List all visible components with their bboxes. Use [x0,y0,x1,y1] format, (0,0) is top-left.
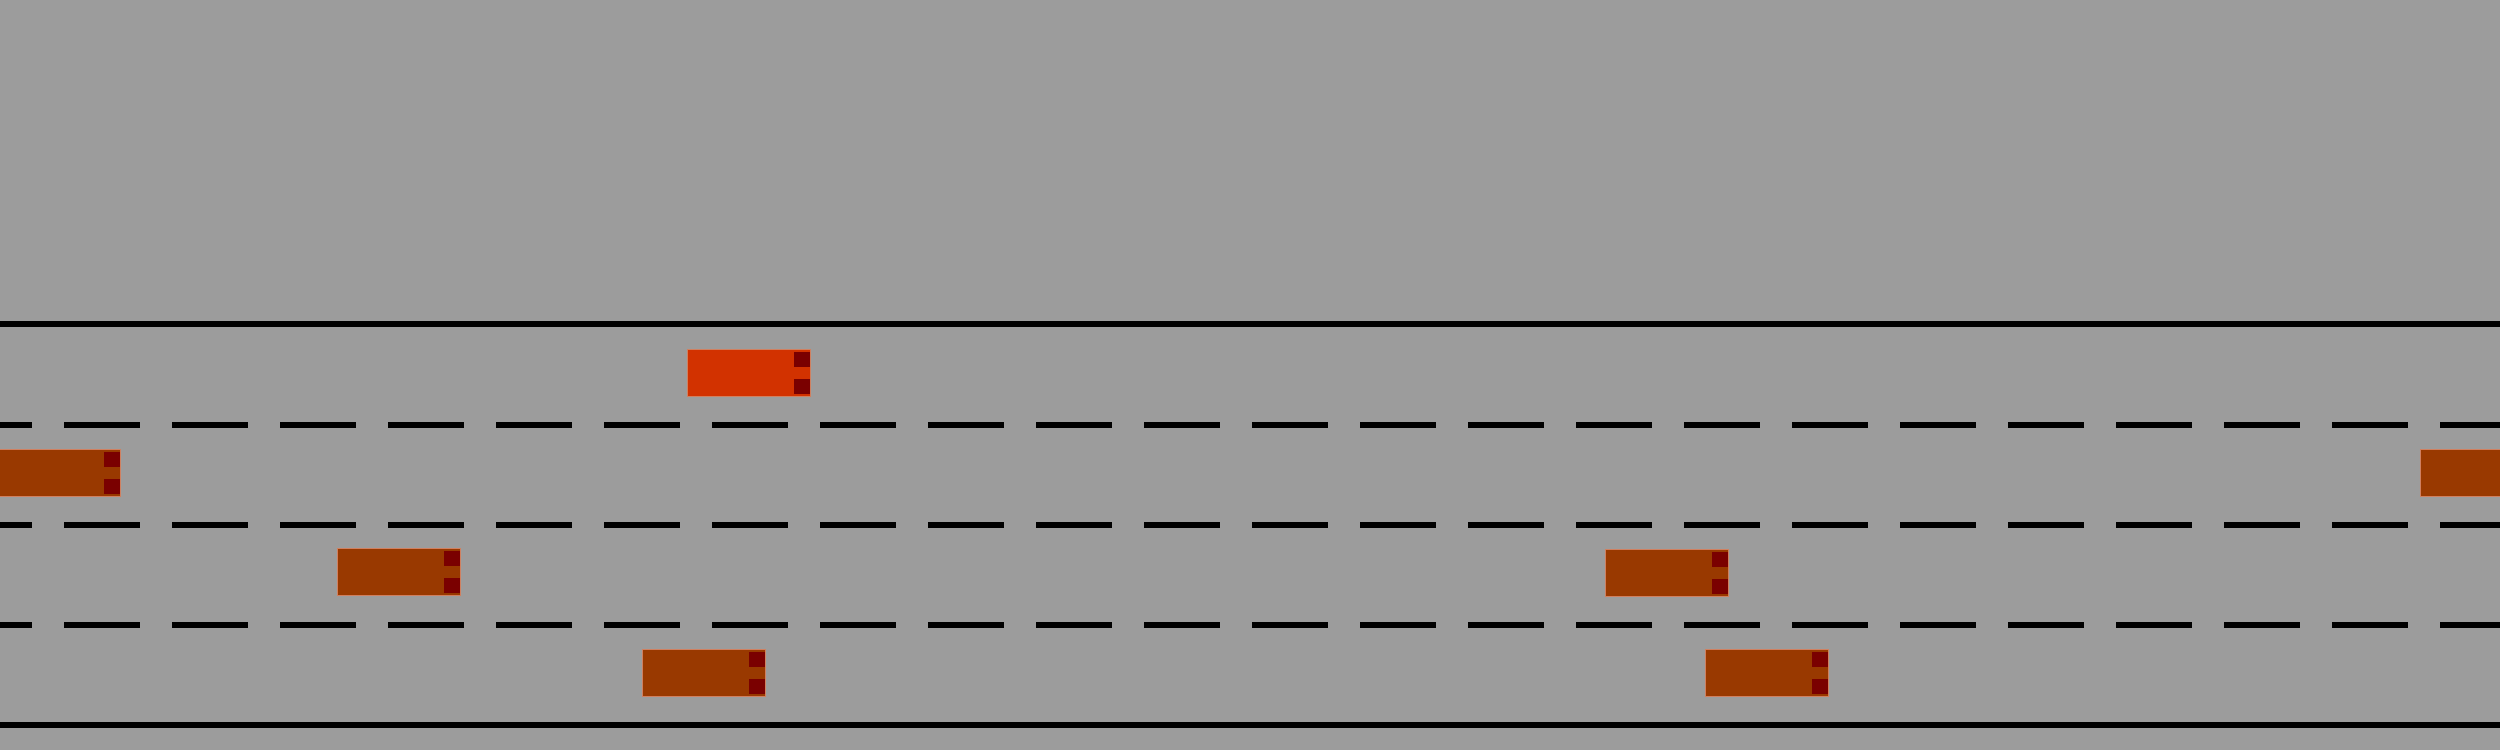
lane-divider [0,522,2500,528]
tail-light-icon [444,551,460,566]
road-edge-bottom [0,722,2500,728]
tail-light-icon [104,452,120,467]
tail-light-icon [794,379,810,394]
traffic-car [0,449,121,497]
tail-light-icon [794,352,810,367]
traffic-car [2420,449,2500,497]
lane-divider [0,622,2500,628]
player-car [687,349,811,397]
tail-light-icon [1712,579,1728,594]
lane-divider [0,422,2500,428]
tail-light-icon [749,679,765,694]
tail-light-icon [444,578,460,593]
road-edge-top [0,321,2500,327]
tail-light-icon [749,652,765,667]
traffic-car [642,649,766,697]
tail-light-icon [104,479,120,494]
traffic-car [337,548,461,596]
tail-light-icon [1712,552,1728,567]
traffic-car [1605,549,1729,597]
traffic-car [1705,649,1829,697]
tail-light-icon [1812,652,1828,667]
tail-light-icon [1812,679,1828,694]
